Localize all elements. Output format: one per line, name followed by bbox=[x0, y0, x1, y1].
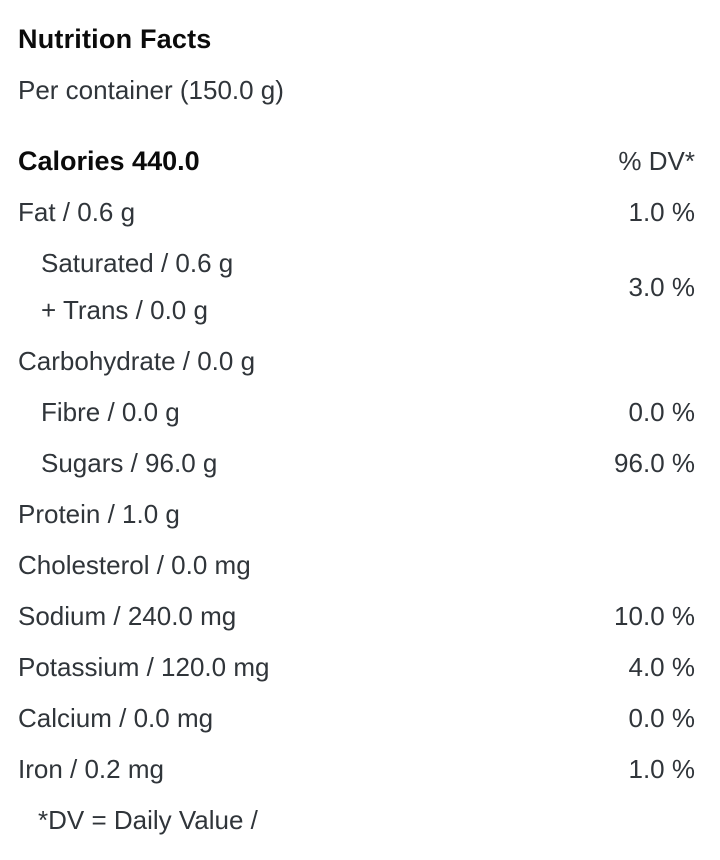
nutrient-label-trans: + Trans / 0.0 g bbox=[41, 295, 208, 325]
nutrient-label: Cholesterol / 0.0 mg bbox=[18, 550, 251, 580]
dv-footnote: *DV = Daily Value / bbox=[38, 805, 258, 835]
dv-value: 4.0 % bbox=[628, 652, 696, 682]
nutrient-label: Calcium / 0.0 mg bbox=[18, 703, 214, 733]
dv-value: 96.0 % bbox=[614, 448, 695, 478]
serving-size: Per container (150.0 g) bbox=[18, 75, 284, 105]
dv-column-header: % DV* bbox=[618, 146, 695, 176]
calories-value: Calories 440.0 bbox=[18, 146, 200, 176]
nutrient-label-saturated: Saturated / 0.6 g bbox=[41, 248, 234, 278]
nutrient-row-potassium: Potassium / 120.0 mg 4.0 % bbox=[18, 642, 695, 693]
dv-value: 3.0 % bbox=[628, 271, 696, 302]
calories-row: Calories 440.0 % DV* bbox=[18, 136, 695, 187]
nutrient-row-cholesterol: Cholesterol / 0.0 mg bbox=[18, 540, 695, 591]
nutrient-label: Potassium / 120.0 mg bbox=[18, 652, 270, 682]
nutrient-label: Carbohydrate / 0.0 g bbox=[18, 346, 256, 376]
saturated-trans-lines: Saturated / 0.6 g + Trans / 0.0 g bbox=[18, 240, 233, 334]
nutrient-label: Fat / 0.6 g bbox=[18, 197, 136, 227]
dv-value: 0.0 % bbox=[628, 703, 696, 733]
dv-value: 0.0 % bbox=[628, 397, 696, 427]
nutrient-label: Sodium / 240.0 mg bbox=[18, 601, 237, 631]
nutrition-facts-title: Nutrition Facts bbox=[18, 24, 212, 54]
nutrient-row-protein: Protein / 1.0 g bbox=[18, 489, 695, 540]
dv-value: 1.0 % bbox=[628, 754, 696, 784]
nutrient-label: Fibre / 0.0 g bbox=[41, 397, 180, 427]
nutrient-row-fibre: Fibre / 0.0 g 0.0 % bbox=[18, 387, 695, 438]
nutrient-label: Protein / 1.0 g bbox=[18, 499, 180, 529]
nutrient-row-fat: Fat / 0.6 g 1.0 % bbox=[18, 187, 695, 238]
nutrient-label: Iron / 0.2 mg bbox=[18, 754, 164, 784]
nutrient-row-sugars: Sugars / 96.0 g 96.0 % bbox=[18, 438, 695, 489]
dv-value: 10.0 % bbox=[614, 601, 695, 631]
nutrient-label: Sugars / 96.0 g bbox=[41, 448, 218, 478]
dv-value: 1.0 % bbox=[628, 197, 696, 227]
nutrient-row-sodium: Sodium / 240.0 mg 10.0 % bbox=[18, 591, 695, 642]
nutrient-row-iron: Iron / 0.2 mg 1.0 % bbox=[18, 744, 695, 795]
nutrient-row-calcium: Calcium / 0.0 mg 0.0 % bbox=[18, 693, 695, 744]
nutrient-row-saturated-trans: Saturated / 0.6 g + Trans / 0.0 g 3.0 % bbox=[18, 238, 695, 336]
nutrient-row-carbohydrate: Carbohydrate / 0.0 g bbox=[18, 336, 695, 387]
